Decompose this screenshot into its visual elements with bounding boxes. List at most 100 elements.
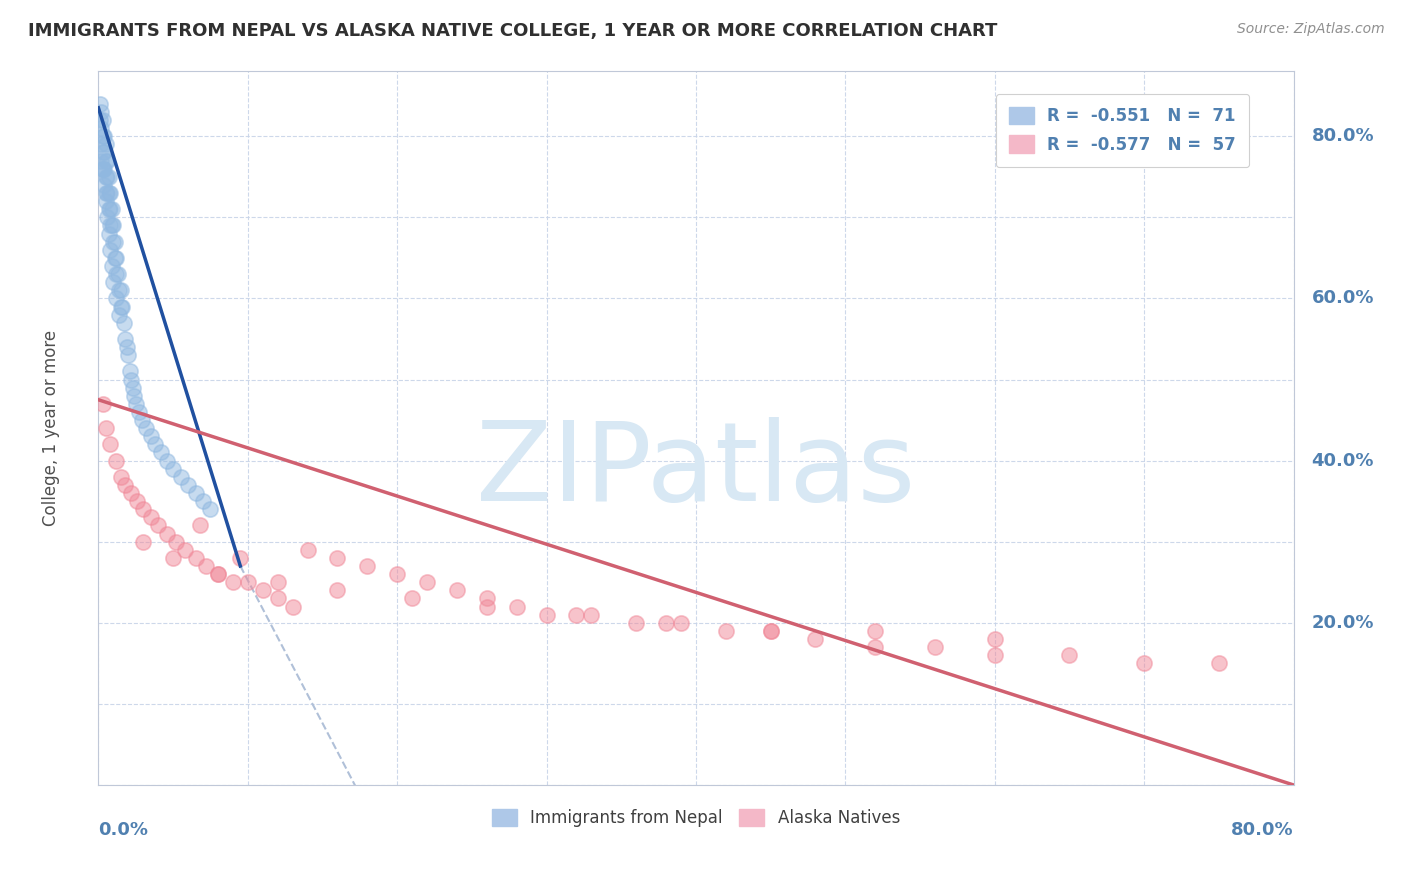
Point (98, 186, 122, 200)
Point (103, 275, 125, 289)
Point (1208, 657, 1230, 671)
Point (148, 518, 170, 533)
Point (184, 486, 207, 500)
Point (326, 550, 349, 565)
Point (96, 169, 118, 184)
Point (536, 607, 558, 622)
Point (97, 169, 120, 184)
Point (98, 202, 122, 217)
Text: ZIPatlas: ZIPatlas (477, 417, 915, 524)
Point (165, 534, 187, 549)
Point (120, 372, 142, 386)
Point (94, 186, 117, 200)
Point (112, 316, 135, 330)
Point (200, 502, 222, 516)
Point (267, 575, 290, 590)
Point (105, 292, 128, 306)
Point (94, 137, 117, 152)
Point (90, 104, 112, 119)
Point (188, 518, 211, 533)
Point (90, 153, 112, 168)
Point (714, 624, 737, 638)
Point (506, 599, 529, 614)
Point (103, 235, 125, 249)
Point (132, 502, 155, 516)
Point (131, 413, 153, 427)
Point (759, 624, 782, 638)
Legend: Immigrants from Nepal, Alaska Natives: Immigrants from Nepal, Alaska Natives (485, 802, 907, 834)
Point (222, 575, 245, 590)
Text: 80.0%: 80.0% (1230, 821, 1294, 838)
Point (236, 575, 259, 590)
Point (108, 308, 131, 322)
Point (191, 494, 214, 508)
Point (103, 219, 125, 233)
Point (101, 259, 124, 273)
Point (804, 632, 827, 646)
Point (118, 364, 141, 378)
Point (110, 283, 132, 297)
Point (162, 550, 184, 565)
Point (94, 169, 117, 184)
Point (104, 251, 127, 265)
Point (984, 648, 1007, 663)
Point (326, 583, 349, 598)
Point (94, 194, 117, 208)
Point (110, 470, 132, 484)
Point (174, 542, 197, 557)
Point (104, 235, 127, 249)
Point (93, 161, 115, 176)
Point (195, 559, 218, 574)
Point (139, 429, 162, 443)
Point (865, 640, 887, 654)
Point (93, 145, 115, 160)
Point (89, 113, 111, 128)
Point (101, 219, 124, 233)
Point (1059, 648, 1081, 663)
Point (446, 583, 468, 598)
Point (1133, 657, 1156, 671)
Text: IMMIGRANTS FROM NEPAL VS ALASKA NATIVE COLLEGE, 1 YEAR OR MORE CORRELATION CHART: IMMIGRANTS FROM NEPAL VS ALASKA NATIVE C… (28, 22, 997, 40)
Text: Source: ZipAtlas.com: Source: ZipAtlas.com (1237, 22, 1385, 37)
Point (94, 421, 117, 435)
Point (125, 397, 148, 411)
Point (93, 178, 115, 192)
Point (98, 437, 122, 451)
Point (91, 397, 114, 411)
Point (128, 405, 150, 419)
Point (169, 470, 191, 484)
Point (229, 550, 252, 565)
Point (91, 113, 114, 128)
Point (401, 591, 423, 606)
Point (267, 591, 290, 606)
Point (127, 494, 149, 508)
Point (91, 129, 114, 144)
Point (281, 599, 304, 614)
Point (98, 243, 122, 257)
Point (114, 332, 136, 346)
Point (89, 96, 111, 111)
Point (108, 283, 131, 297)
Point (655, 615, 678, 630)
Point (96, 153, 118, 168)
Point (184, 550, 207, 565)
Point (93, 129, 115, 144)
Point (207, 567, 229, 582)
Point (105, 453, 128, 467)
Point (984, 632, 1007, 646)
Point (121, 381, 143, 395)
Point (475, 591, 498, 606)
Point (150, 445, 173, 459)
Text: 40.0%: 40.0% (1312, 451, 1374, 469)
Point (91, 161, 114, 176)
Point (101, 202, 124, 217)
Point (356, 559, 378, 574)
Text: 0.0%: 0.0% (98, 821, 149, 838)
Point (94, 153, 117, 168)
Point (115, 340, 138, 354)
Point (252, 583, 274, 598)
Text: 20.0%: 20.0% (1312, 614, 1374, 632)
Text: College, 1 year or more: College, 1 year or more (42, 330, 59, 526)
Point (107, 267, 129, 281)
Point (143, 437, 166, 451)
